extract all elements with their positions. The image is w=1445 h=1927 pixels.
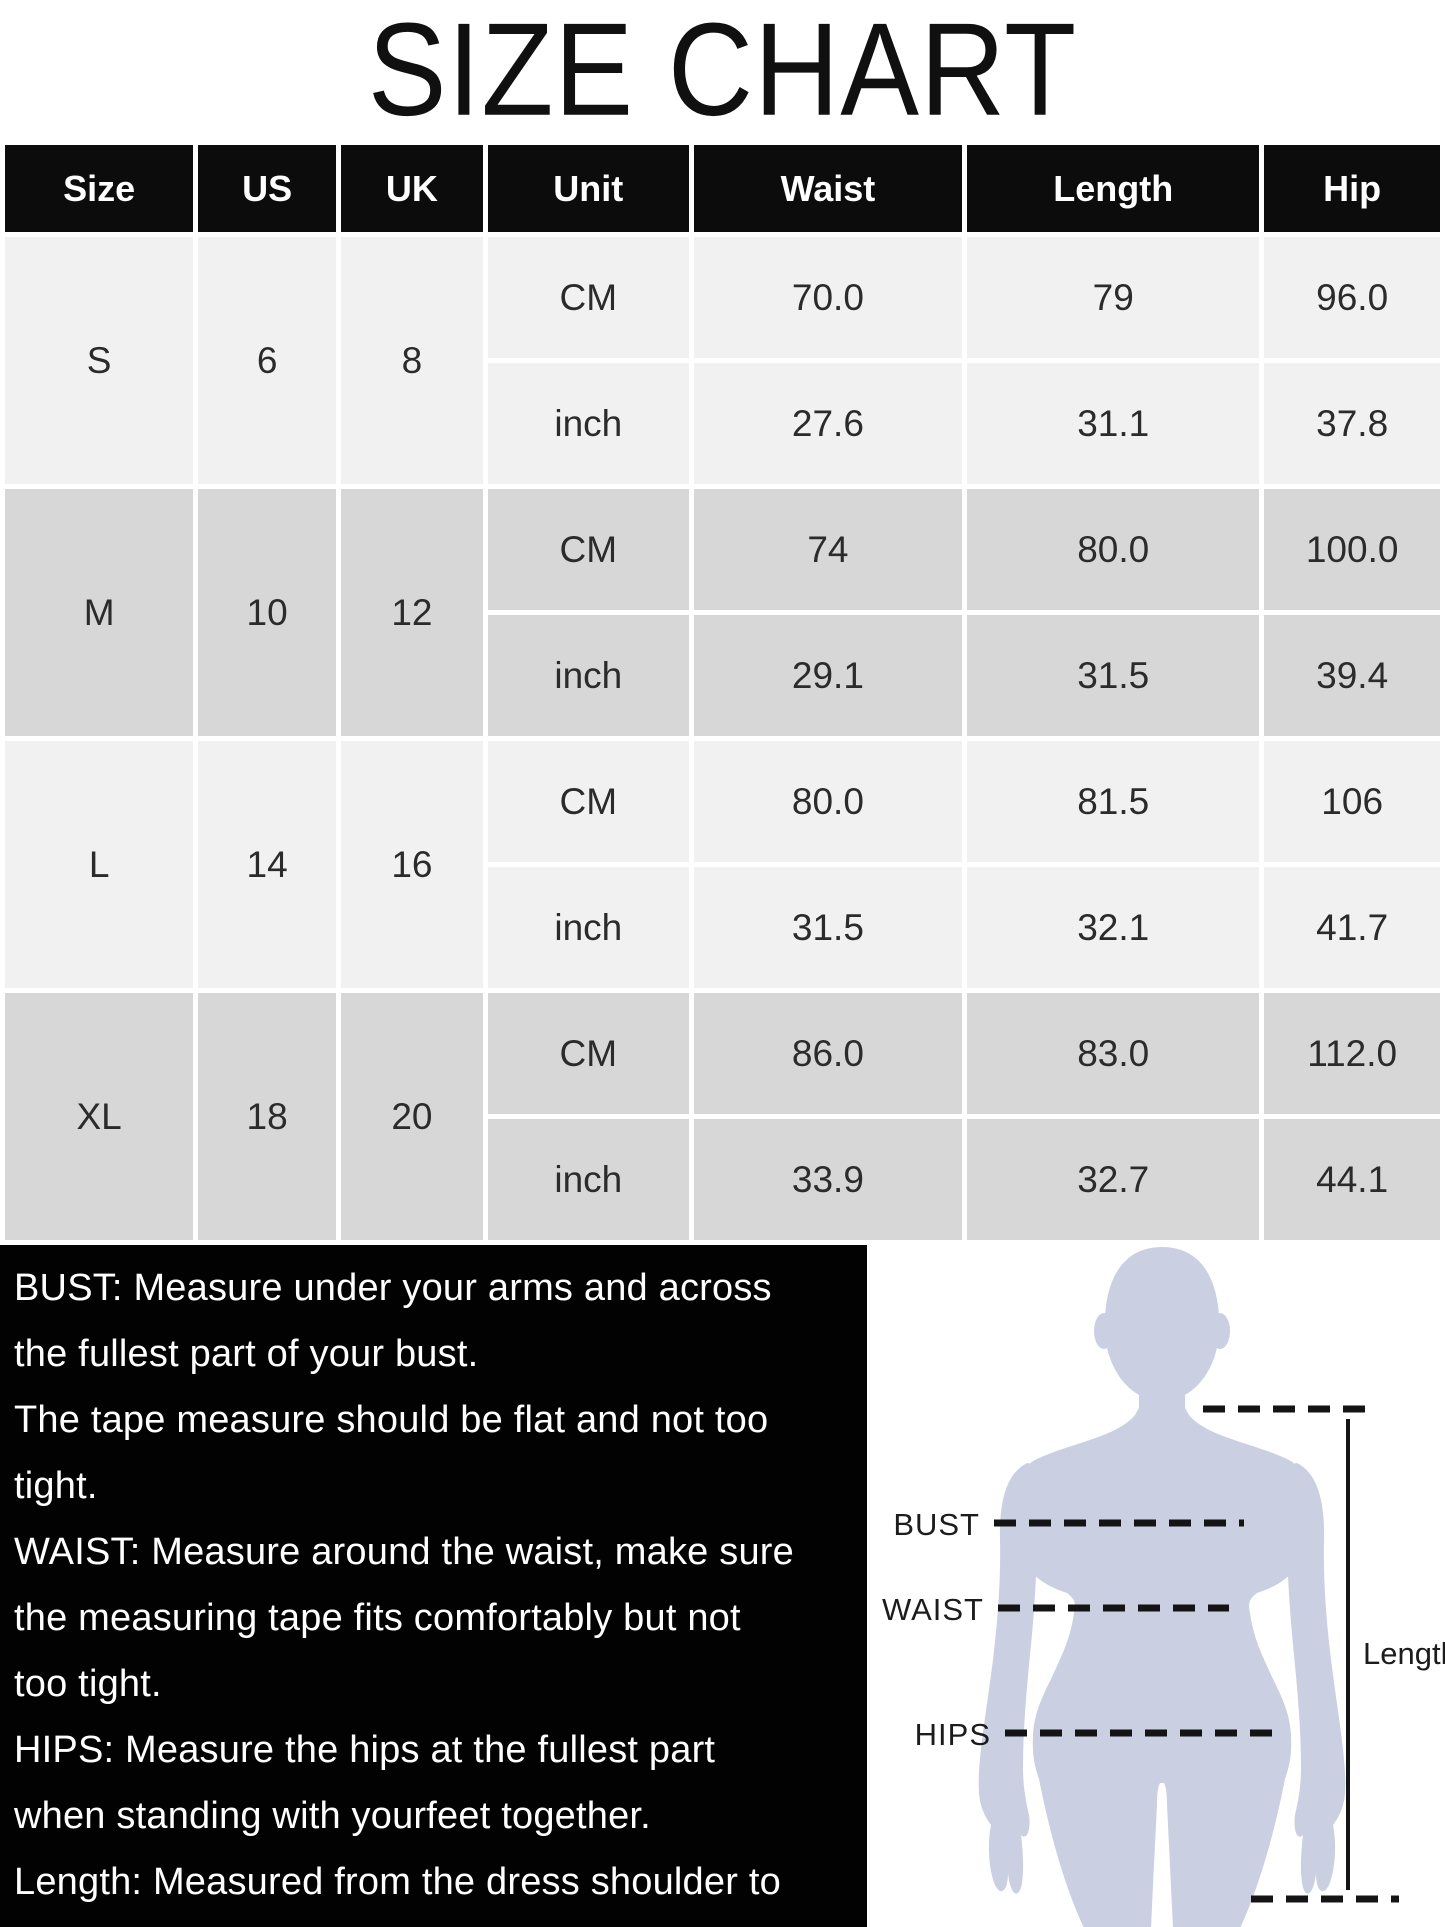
instruction-line: BUST: Measure under your arms and across [14,1267,772,1309]
uk-cell: 16 [340,741,483,988]
length-cell: 31.5 [967,615,1260,736]
unit-cell: CM [487,741,689,862]
unit-cell: CM [487,993,689,1114]
table-row-xl-cm: XL 18 20 CM 86.0 83.0 112.0 [5,993,1440,1240]
hip-cell: 112.0 [1264,993,1440,1114]
size-cell: XL [5,993,194,1240]
hip-cell: 96.0 [1264,237,1440,358]
size-cell: M [5,489,194,736]
col-header-us: US [198,145,336,232]
table-row-l-cm: L 14 16 CM 80.0 81.5 106 [5,741,1440,988]
waist-cell: 70.0 [693,237,963,358]
col-header-uk: UK [340,145,483,232]
length-cell: 83.0 [967,993,1260,1114]
instruction-line: too tight. [14,1663,162,1705]
size-cell: S [5,237,194,484]
waist-cell: 29.1 [693,615,963,736]
size-cell: L [5,741,194,988]
waist-label: WAIST [882,1592,984,1627]
bottom-section: BUST: Measure under your arms and across… [0,1245,1445,1927]
page-title-bar: SIZE CHART [0,0,1445,144]
measurement-dashed-lines [994,1405,1399,1903]
bust-label: BUST [893,1507,980,1542]
instruction-line: Length: Measured from the dress shoulder… [14,1861,781,1903]
instruction-line: The tape measure should be flat and not … [14,1399,769,1441]
unit-cell: inch [487,615,689,736]
unit-cell: inch [487,1119,689,1240]
page-title: SIZE CHART [367,0,1078,144]
hip-cell: 41.7 [1264,867,1440,988]
waist-cell: 33.9 [693,1119,963,1240]
silhouette-arm-right [1279,1463,1346,1894]
length-cell: 31.1 [967,363,1260,484]
instruction-line: when standing with yourfeet together. [14,1795,651,1837]
silhouette-arm-left [978,1463,1045,1894]
length-cell: 80.0 [967,489,1260,610]
unit-cell: inch [487,867,689,988]
unit-cell: CM [487,489,689,610]
table-row-s-inch: inch 27.6 31.1 37.8 [5,363,1440,484]
hip-cell: 106 [1264,741,1440,862]
waist-cell: 80.0 [693,741,963,862]
instruction-line: the measuring tape fits comfortably but … [14,1597,741,1639]
hips-label: HIPS [915,1717,991,1752]
uk-cell: 12 [340,489,483,736]
hip-cell: 44.1 [1264,1119,1440,1240]
us-cell: 6 [198,237,336,484]
instruction-line: HIPS: Measure the hips at the fullest pa… [14,1729,716,1771]
instruction-line: WAIST: Measure around the waist, make su… [14,1531,794,1573]
table-row-xl-inch: inch 33.9 32.7 44.1 [5,1119,1440,1240]
table-header-row: Size US UK Unit Waist Length Hip [5,145,1440,232]
silhouette-torso-legs [1013,1385,1311,1927]
us-cell: 18 [198,993,336,1240]
waist-cell: 74 [693,489,963,610]
length-cell: 32.1 [967,867,1260,988]
us-cell: 10 [198,489,336,736]
hip-cell: 39.4 [1264,615,1440,736]
us-cell: 14 [198,741,336,988]
measuring-instructions-panel: BUST: Measure under your arms and across… [0,1245,867,1927]
uk-cell: 20 [340,993,483,1240]
col-header-length: Length [967,145,1260,232]
waist-cell: 86.0 [693,993,963,1114]
table-row-m-cm: M 10 12 CM 74 80.0 100.0 [5,489,1440,736]
hip-cell: 100.0 [1264,489,1440,610]
hip-cell: 37.8 [1264,363,1440,484]
table-row-s-cm: S 6 8 CM 70.0 79 96.0 [5,237,1440,484]
table-row-m-inch: inch 29.1 31.5 39.4 [5,615,1440,736]
length-cell: 79 [967,237,1260,358]
body-silhouette [978,1247,1346,1927]
silhouette-head [1104,1247,1220,1401]
size-table: Size US UK Unit Waist Length Hip S 6 8 C… [0,140,1445,1245]
length-cell: 81.5 [967,741,1260,862]
unit-cell: inch [487,363,689,484]
col-header-waist: Waist [693,145,963,232]
col-header-unit: Unit [487,145,689,232]
uk-cell: 8 [340,237,483,484]
measurement-diagram: BUST WAIST HIPS Length [867,1245,1445,1927]
length-cell: 32.7 [967,1119,1260,1240]
instruction-line: the hem. [14,1915,867,1927]
length-label: Length [1363,1636,1445,1671]
col-header-hip: Hip [1264,145,1440,232]
instruction-line: the fullest part of your bust. [14,1333,479,1375]
waist-cell: 31.5 [693,867,963,988]
instruction-line: tight. [14,1465,98,1507]
unit-cell: CM [487,237,689,358]
waist-cell: 27.6 [693,363,963,484]
body-silhouette-diagram: BUST WAIST HIPS Length [882,1247,1445,1927]
col-header-size: Size [5,145,194,232]
table-row-l-inch: inch 31.5 32.1 41.7 [5,867,1440,988]
